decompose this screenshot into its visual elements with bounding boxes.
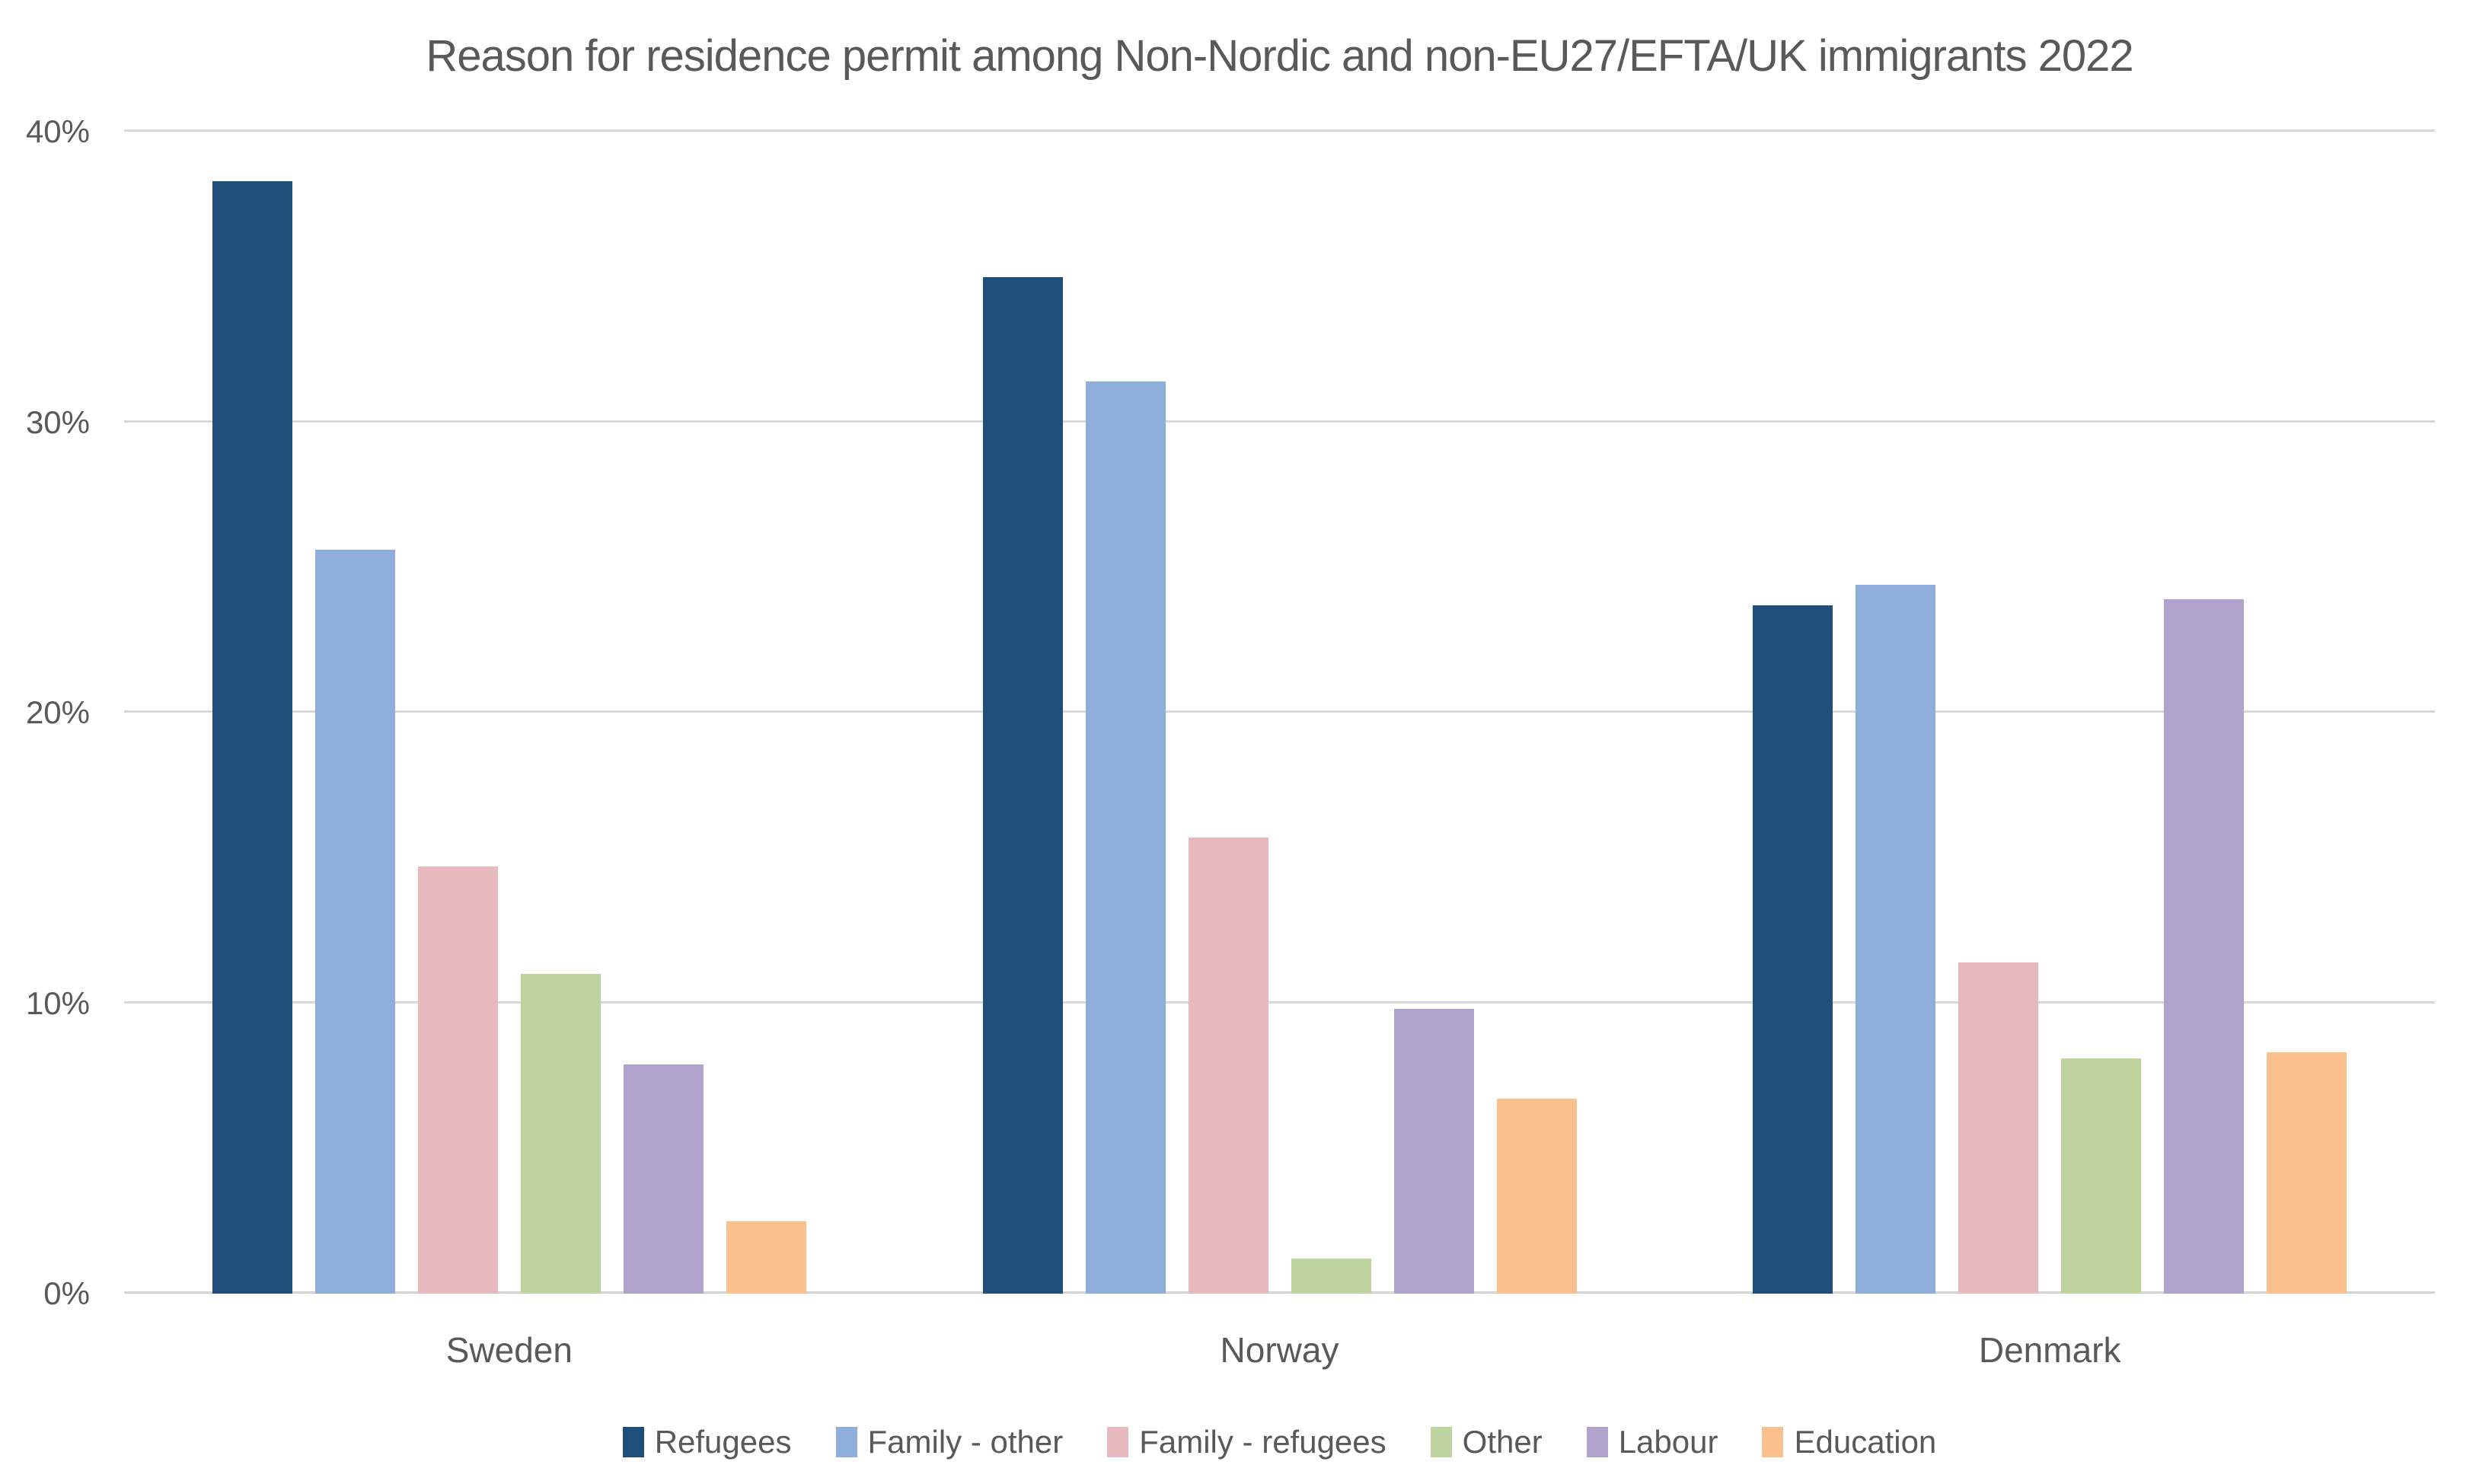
legend-swatch-refugees <box>622 1427 644 1457</box>
y-tick-label-20: 20% <box>25 694 90 730</box>
x-axis-category-labels: Sweden Norway Denmark <box>124 1329 2435 1371</box>
legend-label-refugees: Refugees <box>654 1424 792 1460</box>
legend-swatch-other <box>1430 1427 1452 1457</box>
bar-sweden-family-refugees <box>417 866 498 1294</box>
bar-sweden-family-other <box>314 550 395 1294</box>
gridline-10 <box>124 1001 2435 1004</box>
legend-item-labour: Labour <box>1586 1424 1718 1460</box>
gridline-40 <box>124 129 2435 132</box>
legend-swatch-family-refugees <box>1107 1427 1129 1457</box>
legend-swatch-family-other <box>835 1427 857 1457</box>
legend-item-other: Other <box>1430 1424 1543 1460</box>
bar-norway-labour <box>1393 1009 1474 1294</box>
bar-sweden-refugees <box>212 180 292 1294</box>
bar-denmark-other <box>2061 1058 2142 1294</box>
gridline-20 <box>124 710 2435 713</box>
bar-norway-refugees <box>982 276 1063 1294</box>
x-label-denmark: Denmark <box>1978 1330 2121 1370</box>
y-tick-label-40: 40% <box>25 113 90 149</box>
legend-label-family-other: Family - other <box>867 1424 1064 1460</box>
legend-swatch-labour <box>1586 1427 1608 1457</box>
y-tick-label-0: 0% <box>43 1275 90 1311</box>
legend-label-education: Education <box>1794 1424 1937 1460</box>
bar-denmark-education <box>2267 1052 2347 1294</box>
bar-norway-other <box>1291 1259 1371 1294</box>
bar-groups <box>124 132 2435 1294</box>
bar-sweden-other <box>520 974 601 1294</box>
legend-label-labour: Labour <box>1618 1424 1718 1460</box>
plot-area: 0% 10% 20% 30% 40% <box>26 113 2435 1311</box>
bar-denmark-family-refugees <box>1958 962 2039 1294</box>
legend-item-family-refugees: Family - refugees <box>1107 1424 1386 1460</box>
x-label-sweden: Sweden <box>445 1330 573 1370</box>
legend-swatch-education <box>1762 1427 1784 1457</box>
legend: Refugees Family - other Family - refugees O… <box>124 1424 2435 1460</box>
bar-denmark-refugees <box>1753 605 1833 1294</box>
bar-group-sweden <box>124 132 895 1294</box>
bar-group-norway <box>895 132 1665 1294</box>
bar-denmark-labour <box>2164 599 2245 1294</box>
y-tick-label-10: 10% <box>25 985 90 1021</box>
x-label-norway: Norway <box>1220 1330 1339 1370</box>
bar-sweden-education <box>726 1221 806 1294</box>
chart-title: Reason for residence permit among Non-No… <box>426 31 2133 81</box>
bar-denmark-family-other <box>1856 585 1936 1294</box>
bar-norway-family-other <box>1085 381 1166 1294</box>
legend-item-refugees: Refugees <box>622 1424 792 1460</box>
x-axis-line <box>124 1291 2435 1294</box>
bar-norway-family-refugees <box>1188 838 1268 1294</box>
legend-label-family-refugees: Family - refugees <box>1139 1424 1386 1460</box>
y-tick-label-30: 30% <box>25 404 90 440</box>
legend-item-education: Education <box>1762 1424 1936 1460</box>
legend-item-family-other: Family - other <box>835 1424 1064 1460</box>
bar-sweden-labour <box>623 1064 704 1294</box>
legend-label-other: Other <box>1462 1424 1543 1460</box>
bar-group-denmark <box>1664 132 2435 1294</box>
bar-norway-education <box>1496 1099 1577 1294</box>
gridline-30 <box>124 420 2435 423</box>
